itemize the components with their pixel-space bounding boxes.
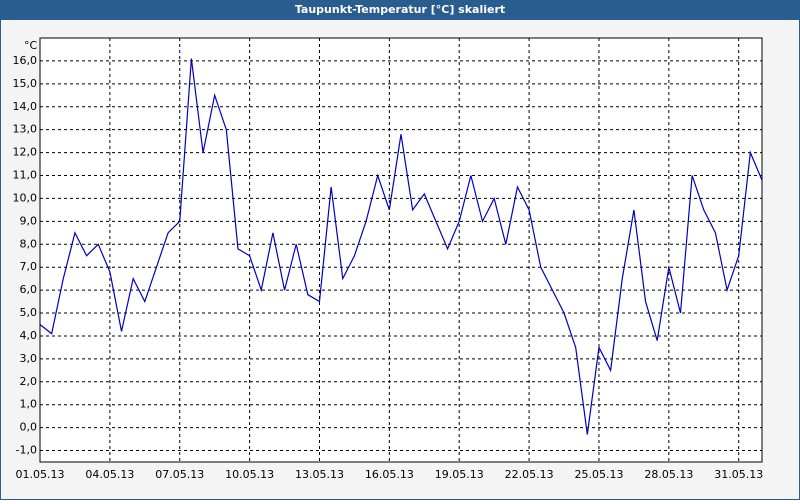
y-tick-label: 3,0 bbox=[20, 352, 38, 365]
x-tick-label: 31.05.13 bbox=[714, 468, 763, 481]
x-tick-label: 19.05.13 bbox=[435, 468, 484, 481]
y-tick-label: 5,0 bbox=[20, 306, 38, 319]
y-tick-label: 4,0 bbox=[20, 329, 38, 342]
y-tick-label: 15,0 bbox=[13, 77, 38, 90]
y-tick-label: -1,0 bbox=[16, 444, 37, 457]
y-tick-label: 10,0 bbox=[13, 191, 38, 204]
x-tick-label: 28.05.13 bbox=[644, 468, 693, 481]
y-tick-label: 6,0 bbox=[20, 283, 38, 296]
x-tick-label: 25.05.13 bbox=[574, 468, 623, 481]
y-tick-label: 16,0 bbox=[13, 54, 38, 67]
y-unit: °C bbox=[24, 39, 38, 52]
data-line bbox=[39, 58, 763, 435]
chart-title: Taupunkt-Temperatur [°C] skaliert bbox=[295, 3, 505, 16]
x-tick-label: 22.05.13 bbox=[505, 468, 554, 481]
y-tick-label: 8,0 bbox=[20, 237, 38, 250]
title-bar bbox=[0, 0, 800, 20]
y-tick-label: 9,0 bbox=[20, 214, 38, 227]
y-tick-label: 14,0 bbox=[13, 100, 38, 113]
y-tick-label: 1,0 bbox=[20, 398, 38, 411]
plot-area bbox=[39, 37, 763, 463]
x-tick-label: 04.05.13 bbox=[85, 468, 134, 481]
x-tick-label: 13.05.13 bbox=[295, 468, 344, 481]
x-tick-label: 01.05.13 bbox=[16, 468, 65, 481]
y-tick-label: 7,0 bbox=[20, 260, 38, 273]
y-tick-label: 13,0 bbox=[13, 123, 38, 136]
x-tick-label: 07.05.13 bbox=[155, 468, 204, 481]
y-tick-label: 12,0 bbox=[13, 146, 38, 159]
y-tick-label: 0,0 bbox=[20, 421, 38, 434]
y-tick-label: 11,0 bbox=[13, 169, 38, 182]
y-tick-label: 2,0 bbox=[20, 375, 38, 388]
x-tick-label: 16.05.13 bbox=[365, 468, 414, 481]
x-tick-label: 10.05.13 bbox=[225, 468, 274, 481]
